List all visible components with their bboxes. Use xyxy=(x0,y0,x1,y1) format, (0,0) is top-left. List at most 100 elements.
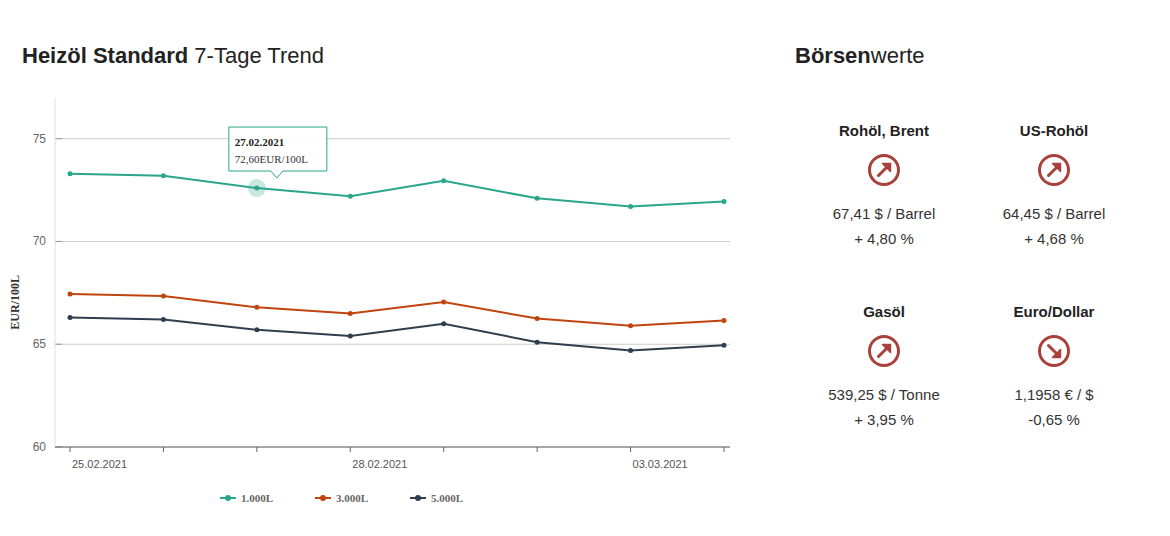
arrow-head xyxy=(1053,350,1061,358)
x-tick xyxy=(70,447,71,452)
legend-marker xyxy=(225,495,231,501)
x-tick xyxy=(630,447,631,452)
page: Heizöl Standard 7-Tage Trend6065707525.0… xyxy=(0,0,1170,536)
x-tick xyxy=(163,447,164,452)
y-axis-label: EUR/100L xyxy=(8,275,22,330)
x-tick xyxy=(443,447,444,452)
data-point xyxy=(348,334,353,339)
data-point xyxy=(68,291,73,296)
arrow-shaft xyxy=(879,348,888,357)
market-item: Gasöl539,25 $ / Tonne+ 3,95 % xyxy=(828,303,940,428)
title-bold: Heizöl Standard xyxy=(22,43,188,68)
series-line xyxy=(70,174,724,207)
data-point xyxy=(628,323,633,328)
grid-line xyxy=(55,241,730,242)
market-item: US-Rohöl64,45 $ / Barrel+ 4,68 % xyxy=(1003,122,1106,247)
arrow-head xyxy=(883,164,891,172)
y-tick-label: 75 xyxy=(33,132,47,146)
data-point xyxy=(441,321,446,326)
data-point xyxy=(254,327,259,332)
market-value: 539,25 $ / Tonne xyxy=(828,386,940,403)
x-tick-label: 03.03.2021 xyxy=(633,458,688,470)
market-change: + 4,80 % xyxy=(854,230,914,247)
market-name: US-Rohöl xyxy=(1020,122,1088,139)
y-tick-label: 60 xyxy=(33,440,47,454)
trend-icon xyxy=(870,337,899,366)
market-value: 1,1958 € / $ xyxy=(1014,386,1094,403)
legend-label: 1.000L xyxy=(241,492,273,504)
x-tick xyxy=(537,447,538,452)
market-change: -0,65 % xyxy=(1028,411,1080,428)
icon-arrow xyxy=(1049,346,1061,358)
title-rest: 7-Tage Trend xyxy=(188,43,324,68)
tooltip-box xyxy=(229,127,327,178)
data-point xyxy=(348,194,353,199)
data-point xyxy=(722,318,727,323)
market-change: + 3,95 % xyxy=(854,411,914,428)
trend-icon xyxy=(1040,337,1069,366)
x-tick xyxy=(350,447,351,452)
data-point xyxy=(161,173,166,178)
axes: 6065707525.02.202128.02.202103.03.2021 xyxy=(33,98,730,470)
arrow-head xyxy=(883,345,891,353)
trend-icon xyxy=(1040,156,1069,185)
data-point xyxy=(161,317,166,322)
legend-marker xyxy=(415,495,421,501)
grid-line xyxy=(55,138,730,139)
data-point xyxy=(535,316,540,321)
panel-title: Börsenwerte xyxy=(795,43,925,68)
data-point xyxy=(535,340,540,345)
panel-title-bold: Börsen xyxy=(795,43,871,68)
x-tick xyxy=(724,447,725,452)
y-axis xyxy=(55,98,56,447)
icon-ring xyxy=(870,337,899,366)
x-tick xyxy=(256,447,257,452)
arrow-shaft xyxy=(1049,346,1058,355)
data-point xyxy=(254,305,259,310)
y-tick xyxy=(55,138,62,139)
legend-label: 3.000L xyxy=(336,492,368,504)
grid-line xyxy=(55,447,730,448)
data-point xyxy=(628,204,633,209)
arrow-shaft xyxy=(879,167,888,176)
y-tick-label: 70 xyxy=(33,234,47,248)
x-tick-label: 28.02.2021 xyxy=(352,458,407,470)
icon-ring xyxy=(870,156,899,185)
tooltip-label: 72,60EUR/100L xyxy=(235,153,308,165)
icon-ring xyxy=(1040,337,1069,366)
trend-icon xyxy=(870,156,899,185)
market-item: Rohöl, Brent67,41 $ / Barrel+ 4,80 % xyxy=(833,122,936,247)
market-name: Rohöl, Brent xyxy=(839,122,929,139)
grid-line xyxy=(55,344,730,345)
x-axis xyxy=(55,447,730,448)
data-point xyxy=(161,293,166,298)
tooltip: 27.02.202172,60EUR/100L xyxy=(229,127,327,178)
series-line xyxy=(70,318,724,351)
boersen-panel: Börsenwerte Rohöl, Brent67,41 $ / Barrel+… xyxy=(795,43,1105,428)
panel-title-rest: werte xyxy=(870,43,925,68)
icon-arrow xyxy=(879,164,891,176)
y-tick xyxy=(55,241,62,242)
data-point xyxy=(722,199,727,204)
arrow-shaft xyxy=(1049,167,1058,176)
icon-ring xyxy=(1040,156,1069,185)
legend-marker xyxy=(320,495,326,501)
data-point xyxy=(441,178,446,183)
series-group xyxy=(68,171,727,353)
data-point xyxy=(68,315,73,320)
data-point xyxy=(348,311,353,316)
icon-arrow xyxy=(879,345,891,357)
legend-item: 1.000L xyxy=(220,492,273,504)
chart-title: Heizöl Standard 7-Tage Trend xyxy=(22,43,324,68)
arrow-head xyxy=(1053,164,1061,172)
market-change: + 4,68 % xyxy=(1024,230,1084,247)
legend: 1.000L3.000L5.000L xyxy=(220,492,463,504)
legend-item: 3.000L xyxy=(315,492,368,504)
y-tick xyxy=(55,344,62,345)
data-point xyxy=(68,171,73,176)
x-tick-label: 25.02.2021 xyxy=(72,458,127,470)
market-item: Euro/Dollar1,1958 € / $-0,65 % xyxy=(1014,303,1095,428)
data-point xyxy=(254,186,259,191)
data-point xyxy=(722,343,727,348)
icon-arrow xyxy=(1049,164,1061,176)
